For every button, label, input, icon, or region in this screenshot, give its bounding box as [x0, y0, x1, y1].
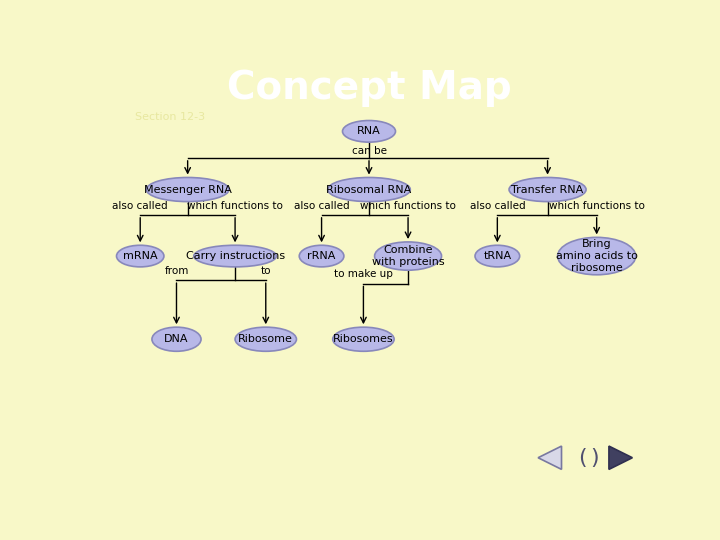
Text: from: from: [164, 266, 189, 276]
Ellipse shape: [333, 327, 394, 352]
Text: which functions to: which functions to: [360, 201, 456, 211]
Ellipse shape: [146, 178, 229, 201]
Ellipse shape: [343, 120, 395, 142]
Text: to make up: to make up: [334, 269, 393, 279]
Text: Combine
with proteins: Combine with proteins: [372, 245, 444, 267]
Text: can be: can be: [351, 146, 387, 156]
Text: Ribosomes: Ribosomes: [333, 334, 394, 344]
Text: to: to: [261, 266, 271, 276]
Text: ): ): [590, 448, 599, 468]
Text: Ribosome: Ribosome: [238, 334, 293, 344]
Text: also called: also called: [112, 201, 168, 211]
Text: DNA: DNA: [164, 334, 189, 344]
Text: mRNA: mRNA: [123, 251, 158, 261]
Ellipse shape: [194, 245, 276, 267]
Text: Transfer RNA: Transfer RNA: [511, 185, 584, 194]
Text: tRNA: tRNA: [483, 251, 511, 261]
Ellipse shape: [235, 327, 297, 352]
Text: Ribosomal RNA: Ribosomal RNA: [326, 185, 412, 194]
Ellipse shape: [117, 245, 164, 267]
Text: Carry instructions: Carry instructions: [186, 251, 284, 261]
Text: Bring
amino acids to
ribosome: Bring amino acids to ribosome: [556, 239, 638, 273]
Ellipse shape: [509, 178, 586, 201]
Ellipse shape: [328, 178, 410, 201]
Text: which functions to: which functions to: [187, 201, 283, 211]
Text: Messenger RNA: Messenger RNA: [144, 185, 232, 194]
Ellipse shape: [152, 327, 201, 352]
Text: rRNA: rRNA: [307, 251, 336, 261]
Text: also called: also called: [294, 201, 349, 211]
Ellipse shape: [475, 245, 520, 267]
Text: Section 12-3: Section 12-3: [135, 112, 204, 122]
Ellipse shape: [557, 238, 636, 275]
Polygon shape: [609, 446, 632, 469]
Text: also called: also called: [469, 201, 525, 211]
Ellipse shape: [300, 245, 344, 267]
Text: RNA: RNA: [357, 126, 381, 136]
Ellipse shape: [374, 242, 441, 270]
Text: (: (: [578, 448, 587, 468]
Text: Concept Map: Concept Map: [227, 69, 511, 107]
Text: which functions to: which functions to: [549, 201, 644, 211]
Polygon shape: [538, 446, 562, 469]
